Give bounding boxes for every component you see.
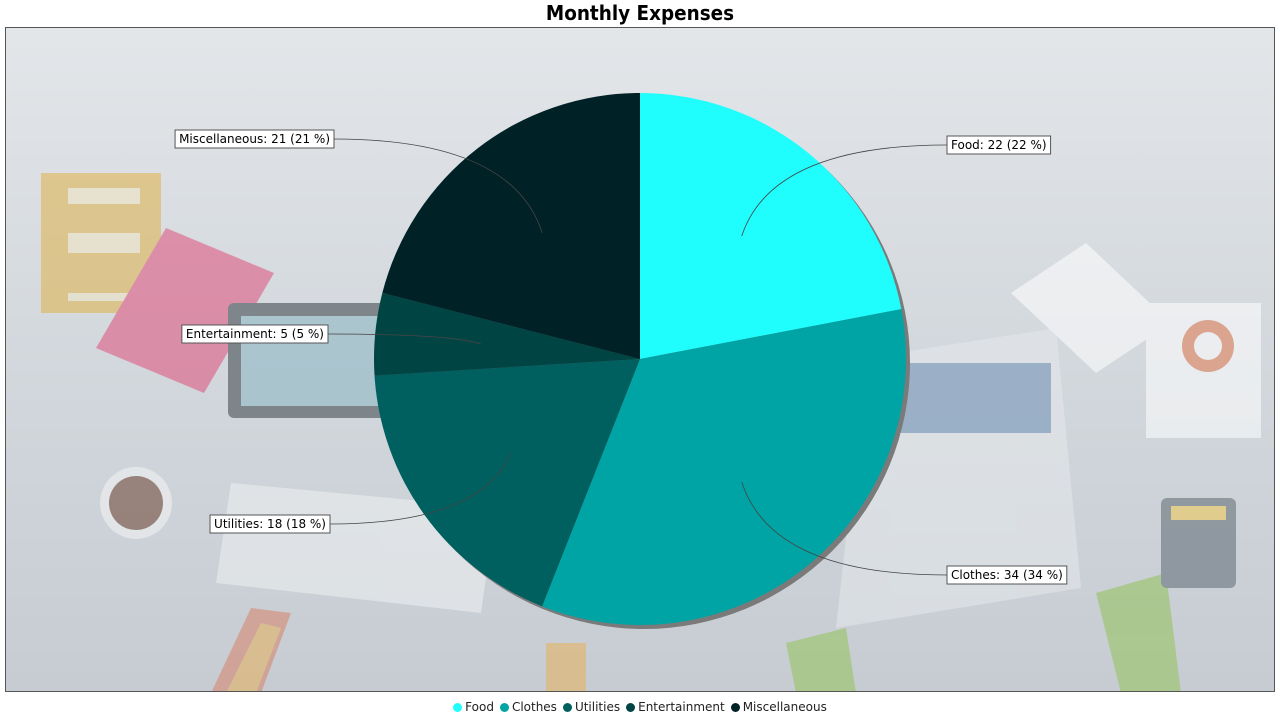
slice-label-text-miscellaneous: Miscellaneous: 21 (21 %): [179, 132, 330, 146]
legend-swatch-utilities: [562, 702, 572, 712]
slice-label-food: Food: 22 (22 %): [946, 135, 1052, 155]
pie-slices: [374, 93, 906, 626]
legend-swatch-miscellaneous: [730, 702, 740, 712]
leader-line-clothes: [741, 481, 948, 576]
slice-label-text-entertainment: Entertainment: 5 (5 %): [186, 327, 324, 341]
legend-label-miscellaneous: Miscellaneous: [742, 700, 827, 714]
plot-area: Food: 22 (22 %) Clothes: 34 (34 %) Utiliti…: [5, 27, 1275, 692]
pie-chart: Food: 22 (22 %) Clothes: 34 (34 %) Utiliti…: [41, 93, 1261, 691]
legend-item-entertainment[interactable]: Entertainment: [626, 700, 725, 714]
pie-slice-clothes[interactable]: [542, 309, 906, 626]
slice-label-text-clothes: Clothes: 34 (34 %): [951, 568, 1063, 582]
legend-swatch-entertainment: [626, 702, 636, 712]
slice-label-box-miscellaneous: [174, 129, 335, 149]
legend-item-food[interactable]: Food: [453, 700, 494, 714]
slice-label-box-utilities: [209, 514, 331, 534]
pie-slice-entertainment[interactable]: [374, 292, 640, 376]
slice-label-box-entertainment: [181, 324, 329, 344]
legend-label-entertainment: Entertainment: [638, 700, 725, 714]
pie-slice-food[interactable]: [640, 93, 902, 359]
legend-label-food: Food: [465, 700, 494, 714]
leader-line-miscellaneous: [333, 138, 543, 234]
legend-swatch-food: [453, 702, 463, 712]
leader-line-entertainment: [327, 333, 482, 345]
chart-title: Monthly Expenses: [545, 1, 735, 25]
legend: Food Clothes Utilities Entertainment Miscell…: [0, 700, 1280, 714]
leader-line-food: [741, 144, 948, 237]
slice-label-text-utilities: Utilities: 18 (18 %): [214, 517, 326, 531]
legend-swatch-clothes: [499, 702, 509, 712]
pie-slice-utilities[interactable]: [374, 359, 640, 607]
legend-item-utilities[interactable]: Utilities: [562, 700, 621, 714]
legend-item-clothes[interactable]: Clothes: [499, 700, 557, 714]
legend-label-utilities: Utilities: [574, 700, 621, 714]
legend-item-miscellaneous[interactable]: Miscellaneous: [730, 700, 827, 714]
slice-label-clothes: Clothes: 34 (34 %): [946, 565, 1068, 585]
pie-labels: Food: 22 (22 %) Clothes: 34 (34 %) Utiliti…: [174, 129, 1068, 585]
slice-label-text-food: Food: 22 (22 %): [951, 138, 1047, 152]
pie-leader-lines: [327, 138, 948, 576]
slice-label-utilities: Utilities: 18 (18 %): [209, 514, 331, 534]
slice-label-miscellaneous: Miscellaneous: 21 (21 %): [174, 129, 335, 149]
pie-slice-miscellaneous[interactable]: [382, 93, 640, 359]
slice-label-box-food: [946, 135, 1052, 155]
legend-label-clothes: Clothes: [511, 700, 557, 714]
slice-label-box-clothes: [946, 565, 1068, 585]
slice-label-entertainment: Entertainment: 5 (5 %): [181, 324, 329, 344]
leader-line-utilities: [329, 452, 512, 525]
